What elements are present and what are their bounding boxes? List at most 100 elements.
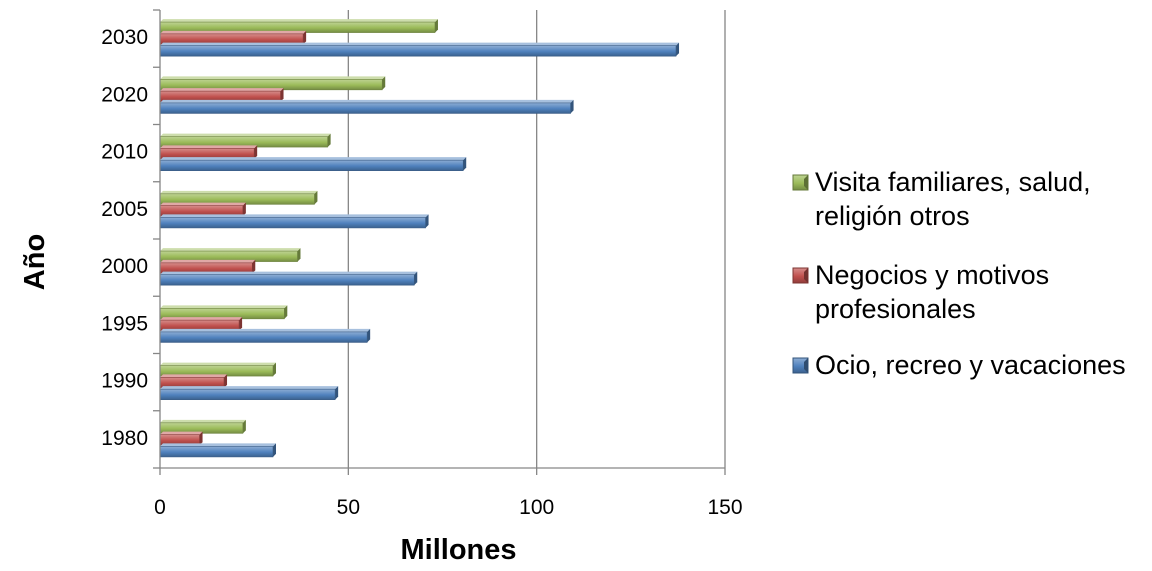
legend-label: profesionales: [815, 294, 976, 324]
y-axis-title: Año: [19, 234, 51, 290]
gridlines: [347, 10, 726, 468]
bar-top-face: [160, 214, 429, 218]
legend-entry: Ocio, recreo y vacaciones: [792, 350, 1126, 380]
legend: Visita familiares, salud, religión otros N…: [792, 167, 1126, 380]
bar-side-face: [425, 214, 429, 228]
legend-entry: Visita familiares, salud, religión otros: [792, 167, 1091, 231]
legend-label: Visita familiares, salud,: [815, 167, 1091, 197]
bar-side-face: [252, 259, 256, 274]
bar-side-face: [382, 76, 386, 90]
y-tick-label: 2020: [101, 83, 148, 106]
bar: [159, 362, 276, 377]
legend-marker: [792, 267, 809, 284]
bar: [159, 317, 243, 331]
x-tick-label: 0: [154, 496, 166, 519]
bar-top-face: [160, 271, 418, 275]
legend-marker: [792, 174, 809, 191]
bar-top-face: [160, 328, 371, 332]
y-tick-label: 2005: [101, 198, 148, 221]
bar-top-face: [160, 30, 307, 34]
bar: [159, 157, 467, 171]
bar-top-face: [160, 202, 246, 206]
bar-top-face: [160, 443, 276, 447]
x-axis-title: Millones: [400, 534, 516, 566]
bar-top-face: [160, 431, 203, 435]
bar-top-face: [160, 133, 331, 137]
bar-side-face: [676, 42, 680, 57]
bar: [159, 271, 418, 286]
bar-side-face: [273, 443, 276, 457]
bar: [159, 202, 246, 217]
bar: [159, 190, 318, 205]
bar-side-face: [199, 431, 203, 446]
bar-top-face: [160, 42, 680, 46]
bar-side-face: [327, 133, 331, 148]
bar-side-face: [414, 271, 418, 286]
bar: [159, 42, 680, 57]
bar-front-face: [159, 388, 336, 400]
bar-top-face: [160, 386, 339, 390]
bar: [159, 99, 574, 114]
bar: [159, 305, 288, 320]
bar-side-face: [242, 419, 246, 434]
bar-front-face: [159, 446, 274, 458]
bar-side-face: [303, 30, 307, 45]
bar-side-face: [570, 99, 574, 114]
bar: [159, 145, 258, 160]
y-tick-label: 2030: [101, 26, 148, 49]
bar-front-face: [159, 102, 571, 114]
bar-top-face: [160, 374, 228, 378]
bar-front-face: [159, 274, 415, 286]
bar: [159, 30, 307, 45]
y-tick-label: 1990: [101, 370, 148, 393]
bar: [159, 374, 228, 389]
bar: [159, 214, 429, 229]
bar-side-face: [280, 88, 284, 102]
bar-side-face: [434, 19, 438, 33]
y-tick-label: 2000: [101, 255, 148, 278]
bar: [159, 19, 438, 33]
bar-side-face: [463, 157, 467, 171]
bar: [159, 248, 301, 262]
bar-top-face: [160, 157, 467, 161]
bar-top-face: [160, 248, 301, 252]
y-tick-label: 1995: [101, 312, 148, 335]
bar-side-face: [284, 305, 288, 319]
bar-front-face: [159, 217, 426, 229]
bar-top-face: [160, 305, 288, 309]
bar-top-face: [160, 259, 256, 263]
bar: [159, 76, 386, 91]
bar-top-face: [160, 317, 243, 321]
bar: [159, 386, 339, 400]
legend-label: Ocio, recreo y vacaciones: [815, 350, 1126, 380]
bar-side-face: [335, 386, 339, 400]
bar-side-face: [297, 248, 301, 262]
bar-front-face: [159, 159, 464, 171]
bar-side-face: [367, 328, 371, 343]
x-tick-label: 50: [337, 496, 360, 519]
y-axis-ticks: 1980 1990 1995 2000 2005 2010 2020 2030: [101, 9, 160, 469]
bar-side-face: [273, 362, 276, 377]
bar-front-face: [159, 331, 368, 343]
x-tick-label: 150: [707, 496, 742, 519]
bar-front-face: [159, 45, 677, 57]
bar: [159, 259, 256, 274]
x-tick-label: 100: [519, 496, 554, 519]
bar: [159, 431, 203, 446]
bar: [159, 443, 276, 458]
bar-top-face: [160, 99, 574, 103]
bar: [159, 133, 331, 148]
bar-top-face: [160, 88, 284, 92]
legend-marker: [792, 357, 809, 374]
x-axis-ticks: 0 50 100 150: [154, 468, 743, 519]
bar-side-face: [224, 374, 228, 388]
bar-side-face: [239, 317, 243, 331]
bar-side-face: [242, 202, 246, 217]
bar-side-face: [314, 190, 318, 205]
bar-top-face: [160, 419, 246, 423]
y-tick-label: 1980: [101, 427, 148, 450]
bar-top-face: [160, 145, 258, 149]
bar: [159, 88, 284, 102]
bar: [159, 328, 371, 343]
